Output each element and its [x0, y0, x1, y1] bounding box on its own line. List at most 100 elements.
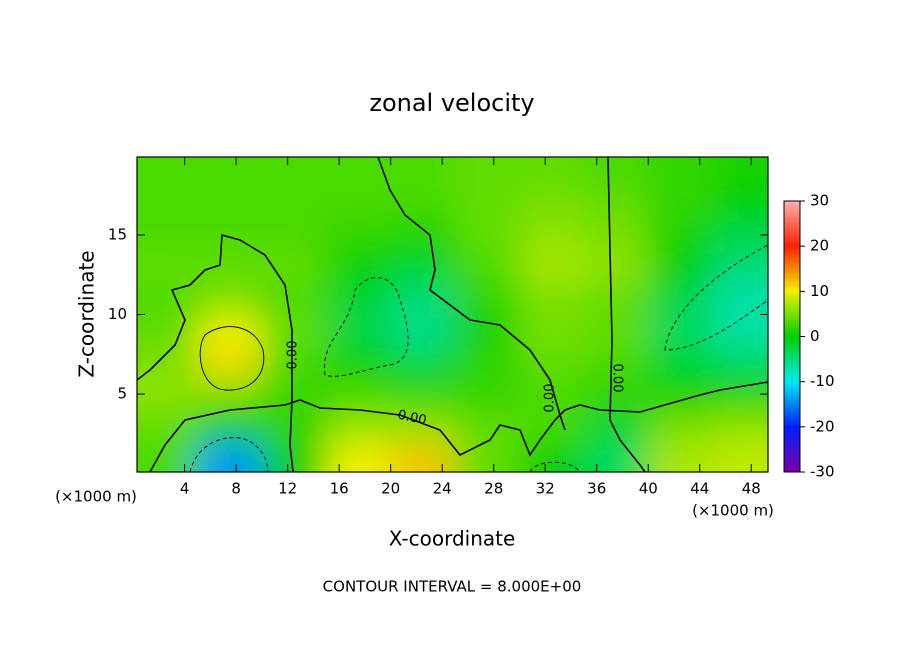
field-cell — [261, 314, 327, 347]
colorbar-tick-label: 0 — [810, 327, 820, 345]
field-cell — [326, 219, 392, 252]
field-cell — [390, 187, 456, 220]
field-cell — [583, 409, 649, 443]
contour-label: 0.00 — [396, 408, 427, 429]
field-cell — [197, 157, 263, 188]
field-cell — [583, 282, 649, 315]
field-cell — [455, 441, 520, 472]
field-cell — [390, 219, 456, 252]
contours — [137, 157, 768, 472]
field-cell — [261, 157, 327, 188]
contour-labels: 0.00 0.00 0.00 0.00 — [286, 341, 625, 429]
footer: CONTOUR INTERVAL = 8.000E+00 — [323, 578, 582, 596]
field-cell — [390, 378, 456, 411]
field-cell — [390, 282, 456, 315]
field-cell — [326, 346, 392, 379]
contour-line — [377, 157, 566, 431]
x-tick-label: 44 — [690, 480, 709, 498]
field-cell — [326, 314, 392, 347]
field-cell — [137, 157, 199, 188]
field-cell — [583, 346, 649, 379]
field-cell — [583, 219, 649, 252]
field-cell — [583, 187, 649, 220]
y-tick-label: 10 — [108, 305, 127, 323]
field-cell — [261, 282, 327, 315]
field-cell — [583, 441, 649, 472]
field-cell — [519, 282, 585, 315]
field-cell — [455, 346, 520, 379]
field-cell — [137, 187, 199, 220]
field-cell — [197, 441, 263, 472]
field-cell — [261, 219, 327, 252]
field-cell — [197, 219, 263, 252]
y-axis-label: Z-coordinate — [75, 250, 99, 377]
field-cell — [648, 219, 714, 252]
field-cell — [712, 282, 768, 315]
colorbar — [783, 200, 801, 473]
field-cell — [648, 409, 714, 443]
colorbar-tick-label: -20 — [810, 417, 835, 435]
field-cell — [137, 282, 199, 315]
contour-line — [199, 326, 265, 391]
field-cell — [519, 187, 585, 220]
x-tick-label: 36 — [587, 480, 606, 498]
field-cell — [137, 441, 199, 472]
field-cell — [583, 157, 649, 188]
field-cell — [261, 441, 327, 472]
field-cell — [390, 314, 456, 347]
field-cell — [137, 250, 199, 284]
field-cell — [455, 250, 520, 284]
x-tick-label: 40 — [639, 480, 658, 498]
field-cell — [390, 346, 456, 379]
field-cell — [261, 250, 327, 284]
colorbar-tick-label: -10 — [810, 372, 835, 390]
field-cell — [712, 346, 768, 379]
y-tick-label: 15 — [108, 225, 127, 243]
field-cell — [455, 282, 520, 315]
field-cell — [583, 378, 649, 411]
field-cell — [197, 250, 263, 284]
field-cell — [712, 409, 768, 443]
field-cell — [519, 157, 585, 188]
contour-label: 0.00 — [543, 384, 558, 413]
field-cell — [390, 250, 456, 284]
field-cell — [326, 157, 392, 188]
field-cell — [326, 187, 392, 220]
x-tick-label: 48 — [742, 480, 761, 498]
field-cell — [261, 409, 327, 443]
field-cell — [648, 346, 714, 379]
contour-line — [529, 461, 581, 472]
x-tick-label: 12 — [278, 480, 297, 498]
contour-line — [189, 437, 269, 472]
field-cell — [137, 378, 199, 411]
contour-label: 0.00 — [610, 364, 625, 393]
x-tick-label: 20 — [381, 480, 400, 498]
y-tick-label: 5 — [117, 385, 127, 403]
field-cell — [712, 314, 768, 347]
field-cell — [261, 378, 327, 411]
field-cell — [712, 441, 768, 472]
field-cell — [455, 378, 520, 411]
colorbar-tick-label: 10 — [810, 282, 829, 300]
field-cell — [648, 157, 714, 188]
field-cell — [519, 346, 585, 379]
field-cell — [455, 187, 520, 220]
field-cell — [326, 441, 392, 472]
field-cell — [712, 157, 768, 188]
field-cell — [712, 187, 768, 220]
x-tick-label: 4 — [180, 480, 190, 498]
colorbar-tick-label: -30 — [810, 463, 835, 481]
field-cell — [648, 314, 714, 347]
x-axis-label: X-coordinate — [389, 527, 516, 551]
field-cell — [519, 378, 585, 411]
field-cell — [519, 219, 585, 252]
field-cell — [583, 314, 649, 347]
field-cell — [197, 314, 263, 347]
x-tick-label: 28 — [484, 480, 503, 498]
x-unit: (×1000 m) — [692, 502, 774, 520]
field-cell — [326, 378, 392, 411]
x-unit: (×1000 m) — [55, 488, 137, 506]
field-cell — [261, 187, 327, 220]
field-cell — [137, 219, 199, 252]
